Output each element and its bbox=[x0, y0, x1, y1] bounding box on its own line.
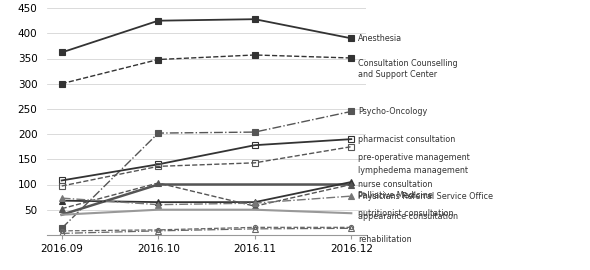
Text: nurse consultation: nurse consultation bbox=[358, 180, 432, 189]
Text: pharmacist consultation: pharmacist consultation bbox=[358, 135, 455, 144]
Text: Palliative Medicine: Palliative Medicine bbox=[358, 191, 433, 200]
Text: pre-operative management: pre-operative management bbox=[358, 153, 470, 162]
Text: rehabilitation: rehabilitation bbox=[358, 235, 412, 244]
Text: Consultation Counselling
and Support Center: Consultation Counselling and Support Cen… bbox=[358, 59, 458, 79]
Text: Psycho-Oncology: Psycho-Oncology bbox=[358, 107, 428, 116]
Text: appearance consultation: appearance consultation bbox=[358, 212, 458, 221]
Text: Physicians Referral Service Office: Physicians Referral Service Office bbox=[358, 192, 493, 201]
Text: Anesthesia: Anesthesia bbox=[358, 34, 402, 43]
Text: lymphedema management: lymphedema management bbox=[358, 166, 468, 176]
Text: nutritionist consultation: nutritionist consultation bbox=[358, 209, 454, 218]
